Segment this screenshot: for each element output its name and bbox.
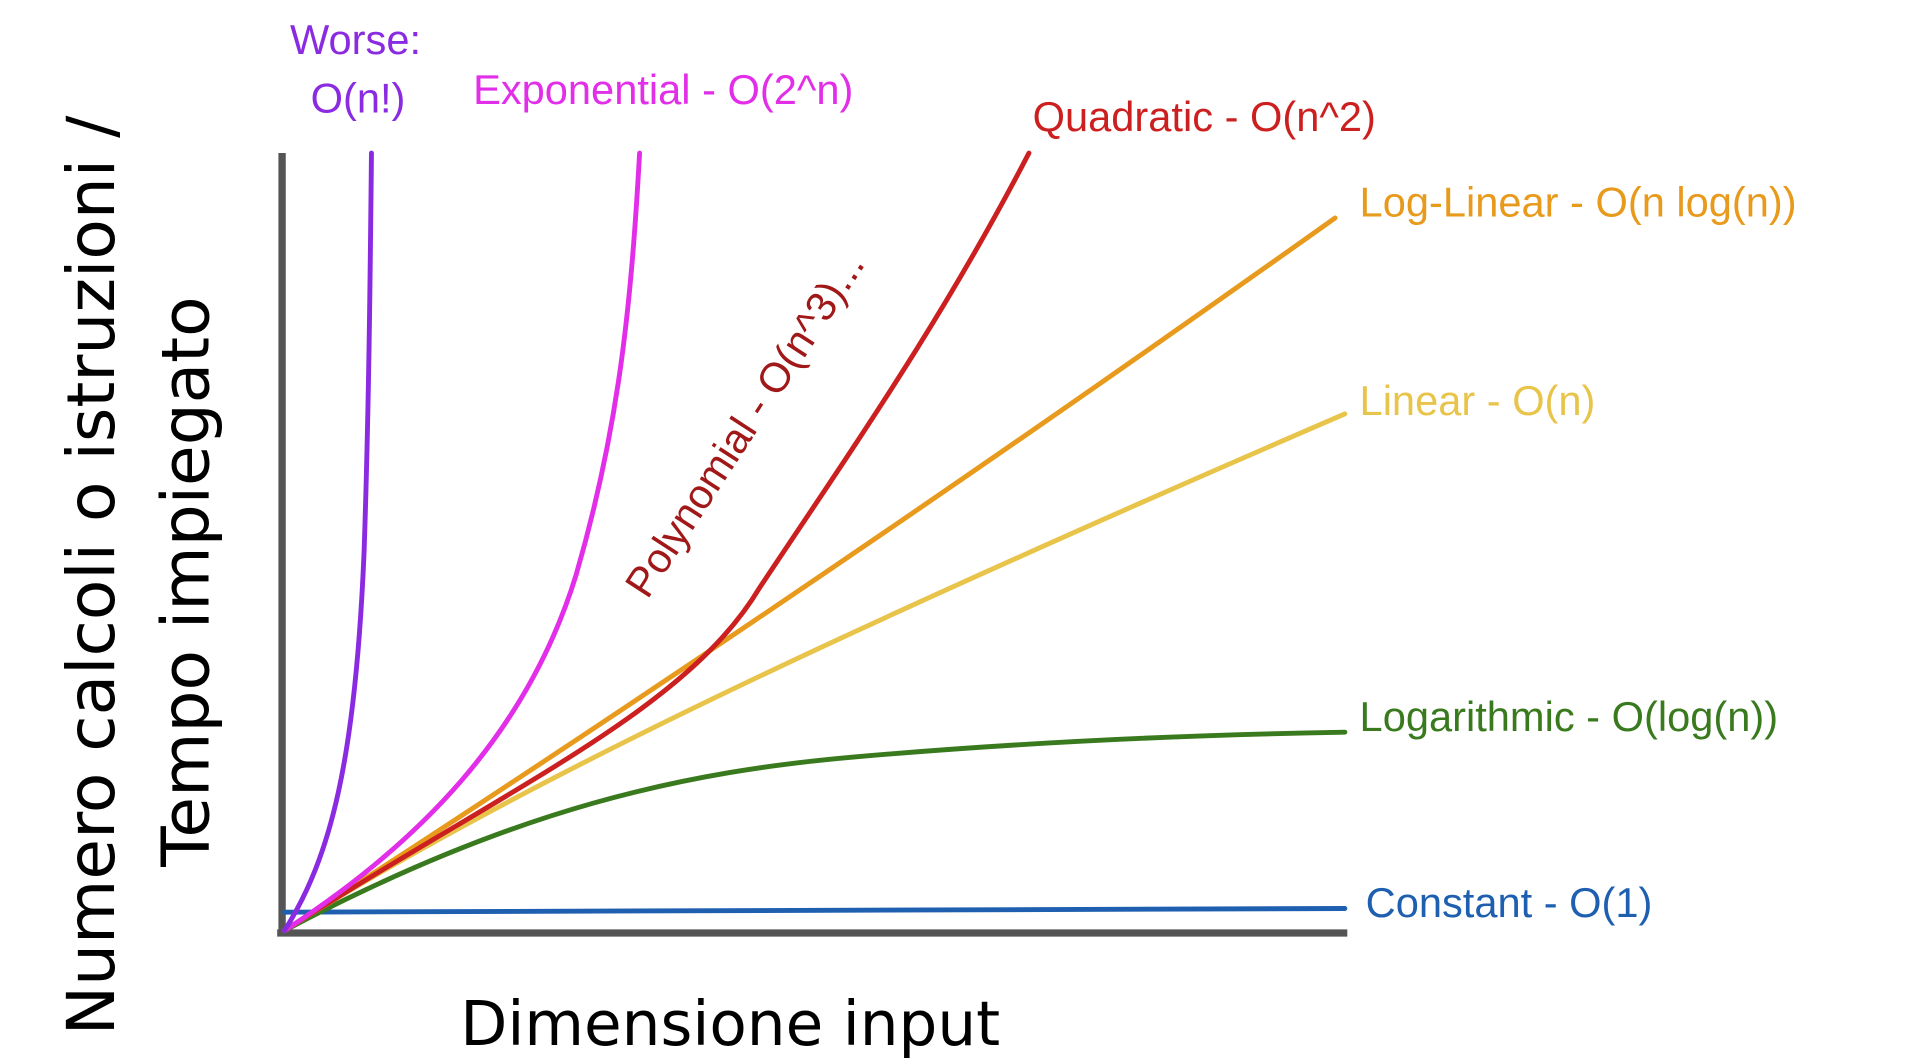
x-axis-title: Dimensione input — [460, 989, 1000, 1060]
curve-label: Linear - O(n) — [1360, 377, 1596, 424]
curve-logarithmic — [282, 729, 1348, 933]
curve-label: Logarithmic - O(log(n)) — [1360, 693, 1779, 740]
curve-label: Quadratic - O(n^2) — [1033, 93, 1376, 140]
curve-label: O(n!) — [311, 75, 406, 122]
curve-label: Log-Linear - O(n log(n)) — [1360, 179, 1797, 226]
y-axis-title: Tempo impiegato — [147, 296, 224, 867]
curve-label: Worse: — [290, 16, 421, 63]
annotation: Polynomial - O(n^3)... — [615, 243, 873, 605]
curve-worse — [282, 150, 374, 933]
curve-label: Exponential - O(2^n) — [473, 66, 853, 113]
curve-log-linear — [282, 215, 1338, 933]
curve-constant — [282, 906, 1348, 915]
curve-label: Constant - O(1) — [1366, 879, 1653, 926]
curve-exponential — [282, 150, 643, 933]
y-axis-title: Numero calcoli o istruzioni / — [53, 115, 130, 1035]
curve-quadratic — [282, 150, 1032, 933]
